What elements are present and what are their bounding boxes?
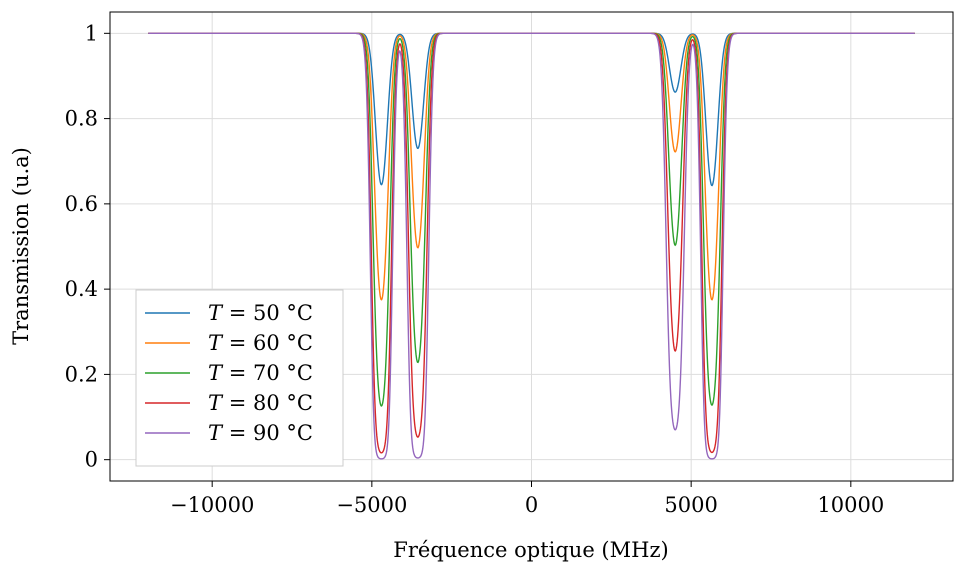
x-tick-label: −10000 (170, 493, 254, 517)
legend-box (135, 289, 344, 467)
y-tick-label: 0.4 (65, 277, 98, 301)
y-tick-label: 0.8 (65, 107, 98, 131)
legend-label: T = 50 °C (208, 301, 313, 325)
y-axis-label: Transmission (u.a) (9, 147, 33, 345)
y-tick-label: 0.2 (65, 362, 98, 386)
x-tick-label: 0 (525, 493, 538, 517)
legend-label: T = 70 °C (208, 361, 313, 385)
legend-label: T = 80 °C (208, 391, 313, 415)
y-axis: 0 0.2 0.4 0.6 0.8 1 (65, 21, 110, 472)
x-tick-label: −5000 (336, 493, 407, 517)
y-tick-label: 0.6 (65, 192, 98, 216)
x-tick-label: 10000 (817, 493, 884, 517)
legend-label: T = 90 °C (208, 421, 313, 445)
y-tick-label: 0 (85, 448, 98, 472)
x-axis: −10000 −5000 0 5000 10000 (170, 481, 884, 517)
legend: T = 50 °C T = 60 °C T = 70 °C T = 80 °C T = … (135, 289, 344, 467)
series-line-4 (148, 32, 915, 460)
y-tick-label: 1 (85, 21, 98, 45)
legend-label: T = 60 °C (208, 331, 313, 355)
series-lines (148, 32, 915, 460)
x-tick-label: 5000 (664, 493, 717, 517)
x-axis-label: Fréquence optique (MHz) (393, 538, 668, 562)
